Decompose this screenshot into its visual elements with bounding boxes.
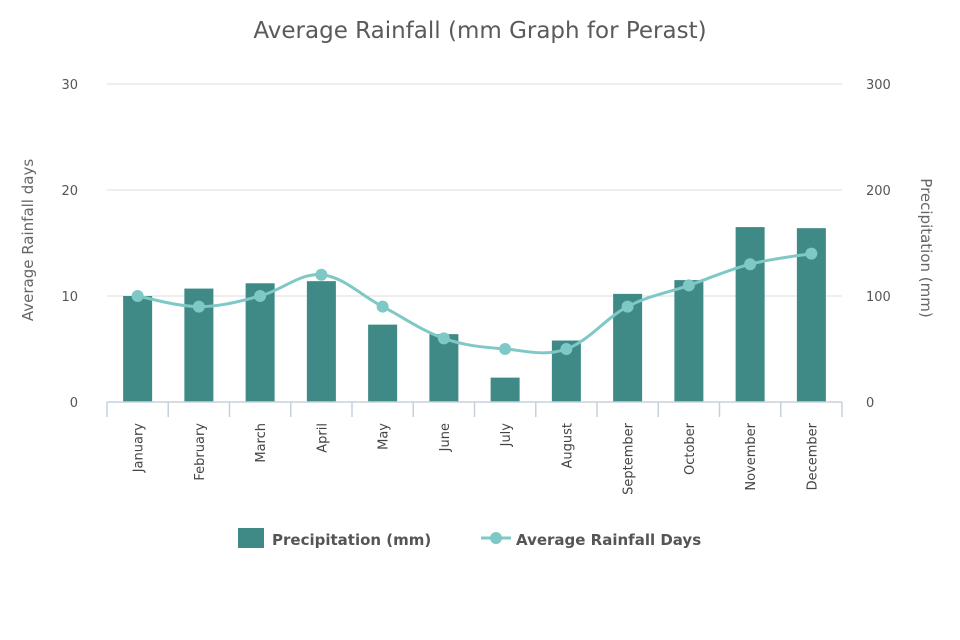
left-tick-label: 20	[61, 184, 78, 199]
right-tick-label: 200	[866, 184, 891, 199]
point-october[interactable]	[682, 279, 695, 292]
bar-october[interactable]	[674, 280, 704, 402]
left-axis-title: Average Rainfall days	[19, 159, 37, 321]
bar-march[interactable]	[245, 283, 275, 402]
point-august[interactable]	[560, 343, 573, 355]
rainfall-days-line	[137, 252, 812, 355]
bar-april[interactable]	[306, 281, 336, 402]
left-tick-label: 10	[61, 290, 78, 305]
bar-january[interactable]	[123, 296, 153, 402]
line-group	[131, 247, 818, 355]
axes-group	[106, 401, 843, 417]
point-june[interactable]	[437, 332, 450, 345]
left-tick-label: 30	[61, 78, 78, 93]
bar-july[interactable]	[490, 377, 520, 402]
category-label-february: February	[193, 423, 208, 481]
right-axis-ticks: 0 100 200 300	[866, 78, 891, 411]
point-november[interactable]	[744, 258, 757, 271]
right-tick-label: 100	[866, 290, 891, 305]
grid-lines	[107, 83, 842, 297]
legend-precipitation-label[interactable]: Precipitation (mm)	[272, 531, 431, 549]
left-axis-ticks: 0 10 20 30	[61, 78, 78, 411]
legend-bar-swatch[interactable]	[238, 528, 264, 548]
category-label-november: November	[744, 422, 759, 490]
left-tick-label: 0	[70, 396, 78, 411]
bar-may[interactable]	[368, 324, 398, 402]
category-labels: January February March April May June July Augu…	[132, 422, 821, 495]
legend-rainfall-days-label[interactable]: Average Rainfall Days	[516, 531, 701, 549]
category-label-march: March	[254, 423, 269, 463]
category-label-august: August	[560, 423, 575, 469]
right-tick-label: 300	[866, 78, 891, 93]
category-label-july: July	[499, 423, 514, 448]
point-july[interactable]	[499, 343, 512, 355]
legend-line-marker	[490, 532, 502, 544]
category-label-september: September	[622, 422, 637, 495]
chart-title: Average Rainfall (mm Graph for Perast)	[253, 18, 706, 44]
point-march[interactable]	[254, 290, 267, 302]
point-september[interactable]	[621, 300, 634, 313]
point-december[interactable]	[805, 247, 818, 260]
point-april[interactable]	[315, 268, 328, 281]
legend: Precipitation (mm) Average Rainfall Days	[238, 528, 701, 549]
bar-november[interactable]	[735, 227, 765, 402]
point-january[interactable]	[131, 290, 144, 302]
category-label-january: January	[132, 423, 147, 474]
category-label-october: October	[683, 422, 698, 475]
point-february[interactable]	[192, 300, 205, 313]
right-tick-label: 0	[866, 396, 874, 411]
category-label-april: April	[315, 423, 330, 453]
point-may[interactable]	[376, 300, 389, 313]
bar-june[interactable]	[429, 334, 459, 402]
category-label-december: December	[805, 422, 820, 490]
bars-group	[123, 227, 826, 402]
category-label-may: May	[377, 423, 392, 450]
category-label-june: June	[438, 423, 453, 452]
right-axis-title: Precipitation (mm)	[917, 178, 935, 317]
